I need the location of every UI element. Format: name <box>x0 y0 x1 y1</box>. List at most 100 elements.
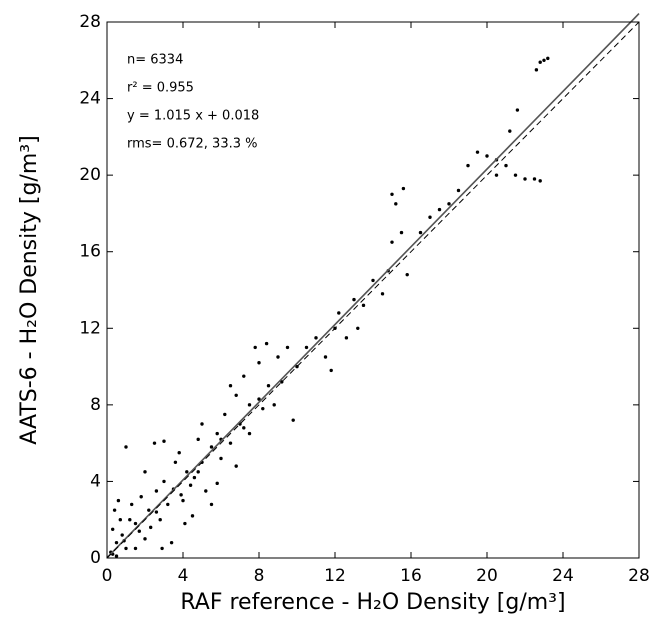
y-tick-label: 0 <box>90 548 101 568</box>
data-point <box>133 546 138 551</box>
data-point <box>181 498 185 503</box>
data-point <box>475 150 480 154</box>
data-point <box>162 439 166 443</box>
data-point <box>280 380 284 384</box>
data-point <box>494 173 499 177</box>
data-point <box>405 272 409 277</box>
x-tick-label: 12 <box>324 566 346 586</box>
data-point <box>485 154 489 158</box>
data-point <box>162 479 166 484</box>
fit-line <box>106 13 640 559</box>
y-tick-label: 28 <box>79 12 101 32</box>
data-point <box>352 297 356 302</box>
data-point <box>247 403 252 407</box>
data-point <box>538 60 542 64</box>
data-point <box>190 514 195 518</box>
data-point <box>304 345 309 350</box>
data-point <box>219 456 223 461</box>
data-point <box>196 470 200 474</box>
data-point <box>143 470 147 474</box>
data-point <box>160 546 164 551</box>
data-point <box>166 502 170 507</box>
plot-frame <box>106 21 640 559</box>
data-point <box>337 311 341 315</box>
data-point <box>120 533 124 537</box>
data-point <box>257 361 261 365</box>
data-point <box>116 498 121 503</box>
data-point <box>173 460 178 464</box>
data-point <box>515 108 520 112</box>
data-point <box>196 437 200 442</box>
data-point <box>228 441 233 445</box>
data-point <box>401 186 406 191</box>
data-point <box>147 508 151 512</box>
data-point <box>447 202 451 206</box>
data-point <box>532 177 537 181</box>
data-point <box>253 345 257 350</box>
data-point <box>228 384 233 388</box>
data-point <box>546 56 550 61</box>
data-point <box>137 529 141 533</box>
data-point <box>418 230 423 235</box>
data-point <box>124 445 128 449</box>
data-point <box>154 510 159 514</box>
data-point <box>169 540 174 545</box>
x-tick-label: 16 <box>400 566 422 586</box>
data-point <box>192 475 197 480</box>
x-tick-label: 20 <box>476 566 498 586</box>
data-point <box>314 336 318 340</box>
data-point <box>291 418 295 422</box>
data-point <box>272 403 276 407</box>
data-point <box>466 163 470 168</box>
data-point <box>112 508 117 512</box>
data-point <box>124 546 128 551</box>
x-tick-label: 24 <box>552 566 574 586</box>
data-point <box>264 341 269 346</box>
data-point <box>542 58 546 62</box>
data-point <box>508 129 512 133</box>
data-point <box>234 393 238 397</box>
annotation: r² = 0.955 <box>127 81 194 96</box>
data-point <box>437 207 442 212</box>
data-point <box>399 230 404 235</box>
data-point <box>209 445 214 449</box>
data-point <box>133 521 138 526</box>
data-point <box>215 431 219 436</box>
x-axis-label: RAF reference - H₂O Density [g/m³] <box>180 590 565 615</box>
data-point <box>114 554 119 558</box>
data-point <box>428 215 432 219</box>
data-point <box>356 326 360 330</box>
data-point <box>183 521 187 526</box>
data-point <box>139 495 143 499</box>
data-point <box>130 502 134 507</box>
data-point <box>200 422 204 426</box>
data-point <box>504 163 508 168</box>
y-tick-label: 16 <box>79 242 101 262</box>
data-point <box>344 336 349 340</box>
data-point <box>513 173 518 177</box>
data-point <box>380 292 385 296</box>
data-point <box>185 470 189 474</box>
data-point <box>152 441 157 445</box>
data-point <box>143 537 147 541</box>
data-point <box>261 406 265 411</box>
data-point <box>223 412 227 417</box>
data-point <box>456 188 461 193</box>
data-point <box>114 540 119 545</box>
data-point <box>204 489 208 493</box>
data-point <box>329 368 333 373</box>
annotation: rms= 0.672, 33.3 % <box>127 137 258 152</box>
annotation: y = 1.015 x + 0.018 <box>127 109 259 124</box>
x-tick-label: 0 <box>102 566 113 586</box>
data-point <box>179 493 183 497</box>
y-axis-label: AATS-6 - H₂O Density [g/m³] <box>17 135 42 444</box>
data-point <box>111 527 115 531</box>
y-tick-label: 8 <box>90 395 101 415</box>
data-point <box>257 397 261 401</box>
y-tick-label: 12 <box>79 318 101 338</box>
data-point <box>371 278 375 283</box>
data-point <box>266 384 271 388</box>
data-point <box>361 303 366 308</box>
data-point <box>154 489 159 493</box>
